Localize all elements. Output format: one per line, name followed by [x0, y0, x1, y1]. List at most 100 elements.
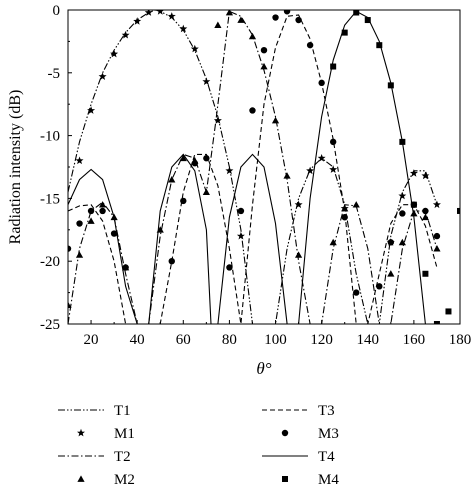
data-point-m2 — [421, 213, 430, 221]
data-point-m1 — [133, 17, 142, 25]
data-point-m3 — [353, 289, 360, 296]
series-line-t1 — [68, 10, 438, 324]
data-point-m4 — [353, 10, 360, 16]
legend-label-m4: M4 — [318, 472, 339, 488]
y-tick-label: -10 — [40, 129, 60, 145]
data-point-m3 — [76, 220, 83, 227]
data-point-m1 — [156, 10, 165, 15]
data-point-m1 — [398, 191, 407, 200]
data-point-m2 — [410, 209, 418, 217]
data-point-m4 — [376, 42, 383, 49]
data-point-m3 — [283, 10, 291, 15]
data-point-m1 — [190, 44, 199, 53]
data-point-m3 — [295, 16, 302, 24]
x-tick-label: 160 — [403, 332, 426, 348]
y-tick-label: -15 — [40, 191, 60, 207]
data-point-m1 — [409, 169, 418, 177]
legend-label-m1: M1 — [114, 426, 135, 442]
data-point-m3 — [341, 214, 348, 221]
series-line-t4 — [68, 10, 460, 324]
data-point-m1 — [144, 10, 153, 16]
y-tick-label: -20 — [40, 254, 60, 270]
data-point-m2 — [352, 201, 360, 208]
data-point-m1 — [432, 200, 441, 209]
legend-swatch-m2 — [77, 475, 85, 482]
y-tick-label: -25 — [40, 317, 60, 333]
data-point-m3 — [318, 79, 325, 87]
data-point-m3 — [399, 210, 406, 217]
data-point-m2 — [214, 21, 222, 28]
x-tick-label: 100 — [264, 332, 287, 348]
data-point-m2 — [68, 301, 72, 309]
x-axis-label: θ° — [256, 359, 271, 378]
data-point-m4 — [341, 29, 348, 36]
data-point-m2 — [248, 32, 257, 40]
legend-swatch-m4 — [282, 476, 288, 482]
legend-swatch-m1 — [77, 428, 85, 437]
data-point-m3 — [237, 207, 245, 215]
data-point-m3 — [433, 232, 441, 240]
data-point-m2 — [283, 172, 291, 179]
data-point-m2 — [179, 154, 187, 162]
data-point-m3 — [272, 14, 279, 21]
legend-label-t3: T3 — [318, 403, 335, 419]
data-point-m3 — [87, 207, 95, 215]
data-point-m2 — [398, 238, 406, 246]
data-point-m1 — [98, 72, 107, 80]
data-point-m1 — [202, 77, 211, 85]
data-point-m4 — [457, 207, 460, 214]
data-point-m2 — [225, 10, 234, 16]
data-point-m4 — [410, 201, 417, 208]
data-point-m1 — [167, 12, 176, 20]
data-point-m3 — [168, 258, 175, 265]
data-point-m3 — [99, 207, 106, 215]
data-point-m2 — [168, 175, 176, 183]
data-point-m2 — [75, 251, 84, 258]
data-point-m3 — [306, 41, 314, 49]
data-point-m2 — [271, 116, 280, 124]
x-tick-label: 140 — [357, 332, 380, 348]
data-point-m4 — [422, 270, 429, 277]
plot-data-group — [68, 10, 460, 324]
data-point-m3 — [180, 197, 187, 205]
data-point-m4 — [364, 17, 371, 24]
data-point-m3 — [110, 230, 118, 237]
series-line-t3 — [68, 14, 438, 324]
series-line-t2 — [68, 10, 438, 324]
data-point-m3 — [387, 239, 395, 246]
x-tick-label: 20 — [84, 332, 99, 348]
data-point-m3 — [226, 264, 233, 271]
legend-label-t4: T4 — [318, 449, 335, 465]
data-point-m2 — [260, 62, 268, 70]
data-point-m1 — [75, 156, 84, 165]
data-point-m1 — [306, 166, 315, 175]
data-point-m2 — [237, 16, 245, 23]
y-tick-label: -5 — [48, 66, 61, 82]
data-point-m2 — [202, 188, 210, 195]
data-point-m3 — [122, 264, 129, 271]
data-point-m3 — [203, 155, 210, 162]
data-point-m1 — [179, 24, 188, 33]
data-point-m1 — [110, 49, 119, 58]
x-tick-label: 80 — [222, 332, 237, 348]
data-point-m1 — [317, 154, 326, 162]
data-point-m2 — [98, 201, 107, 208]
data-point-m4 — [445, 308, 452, 315]
y-axis-label: Radiation intensity (dB) — [7, 90, 24, 245]
data-point-m2 — [329, 238, 337, 246]
legend-label-m2: M2 — [114, 472, 135, 488]
data-point-m3 — [260, 46, 268, 54]
data-point-m2 — [433, 245, 441, 252]
data-point-m1 — [225, 166, 234, 175]
data-point-m2 — [87, 217, 95, 224]
data-point-m4 — [399, 138, 406, 145]
x-tick-label: 40 — [130, 332, 145, 348]
x-tick-label: 60 — [176, 332, 191, 348]
data-point-m3 — [68, 245, 72, 252]
data-point-m3 — [191, 160, 199, 167]
data-point-m3 — [329, 138, 337, 146]
legend-label-m3: M3 — [318, 426, 339, 442]
data-point-m2 — [294, 251, 303, 258]
